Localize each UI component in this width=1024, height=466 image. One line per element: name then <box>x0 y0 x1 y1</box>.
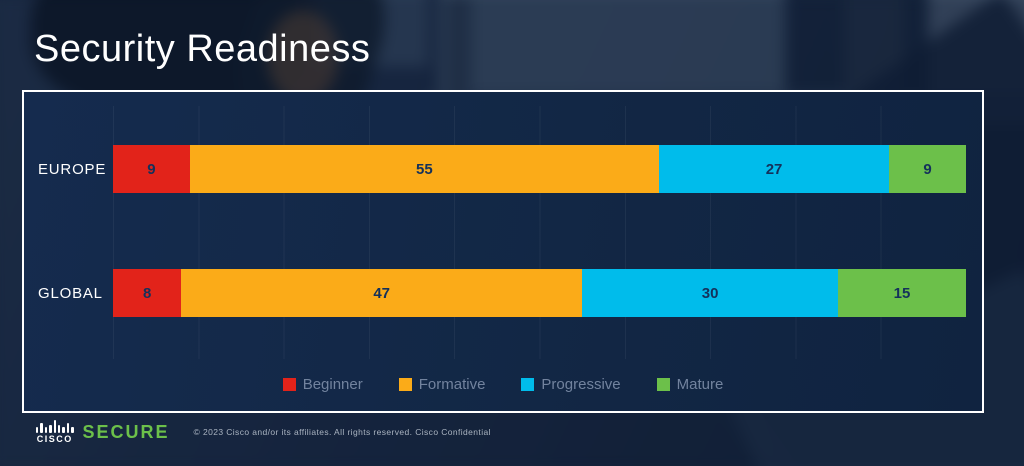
bar-segment-progressive: 27 <box>658 145 890 193</box>
legend-label: Mature <box>676 376 724 393</box>
cisco-logo: CISCO <box>36 420 74 444</box>
background-warm-glow <box>267 10 339 103</box>
stacked-bar: 8 47 30 15 <box>113 269 966 317</box>
legend-label: Beginner <box>302 376 363 393</box>
cisco-brand-label: CISCO <box>36 434 73 444</box>
chart-panel: EUROPE 9 55 27 9 GLOBAL 8 47 30 15 Beginner Formati… <box>22 90 984 413</box>
page-title: Security Readiness <box>34 28 371 70</box>
segment-value: 55 <box>415 160 433 178</box>
stacked-bar: 9 55 27 9 <box>113 145 966 193</box>
cisco-bridge-icon <box>36 420 74 433</box>
bar-segment-beginner: 8 <box>113 269 182 317</box>
bar-segment-formative: 55 <box>189 145 659 193</box>
bar-segment-mature: 9 <box>889 145 966 193</box>
bar-segment-progressive: 30 <box>582 269 839 317</box>
segment-value: 9 <box>147 160 156 178</box>
background-window-pane <box>438 0 786 103</box>
category-label: GLOBAL <box>38 284 103 302</box>
segment-value: 9 <box>923 160 932 178</box>
slide-footer: CISCO SECURE © 2023 Cisco and/or its aff… <box>36 420 491 444</box>
stacked-bar-chart: EUROPE 9 55 27 9 GLOBAL 8 47 30 15 Beginner Formati… <box>24 92 982 411</box>
legend-swatch <box>521 378 535 391</box>
segment-value: 27 <box>765 160 783 178</box>
bar-row-europe: EUROPE 9 55 27 9 <box>38 145 966 193</box>
segment-value: 15 <box>893 284 911 302</box>
segment-value: 8 <box>142 284 152 302</box>
bar-segment-mature: 15 <box>838 269 966 317</box>
category-label: EUROPE <box>38 160 107 178</box>
bar-row-global: GLOBAL 8 47 30 15 <box>38 269 966 317</box>
legend-item-mature: Mature <box>656 376 724 393</box>
legend-item-formative: Formative <box>398 376 486 393</box>
legend-swatch <box>282 378 296 391</box>
segment-value: 47 <box>373 284 391 302</box>
legend: Beginner Formative Progressive Mature <box>24 376 982 393</box>
legend-item-beginner: Beginner <box>282 376 363 393</box>
legend-swatch <box>656 378 670 391</box>
copyright-text: © 2023 Cisco and/or its affiliates. All … <box>193 427 491 437</box>
legend-swatch <box>398 378 412 391</box>
legend-item-progressive: Progressive <box>521 376 621 393</box>
legend-label: Formative <box>418 376 486 393</box>
legend-label: Progressive <box>541 376 621 393</box>
secure-brand-label: SECURE <box>82 421 170 442</box>
bar-segment-beginner: 9 <box>113 145 190 193</box>
bar-segment-formative: 47 <box>181 269 583 317</box>
segment-value: 30 <box>701 284 719 302</box>
chart-gridlines <box>113 106 966 359</box>
